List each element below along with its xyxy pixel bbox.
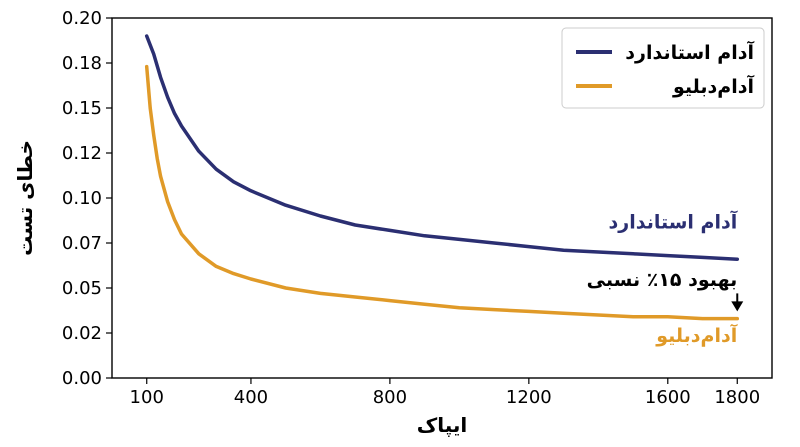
annotation-improvement: بهبود ۱۵٪ نسبی [587,269,738,291]
x-tick-label: 1600 [645,387,691,408]
y-tick-label: 0.20 [62,8,102,29]
legend-label-adamw: آدام‌دبلیو [672,74,754,98]
legend-box [561,27,765,109]
annotation-adamw: آدام‌دبلیو [655,323,737,347]
y-axis-title: خطای تست [13,140,37,256]
annotation-standard-adam: آدام استاندارد [609,210,738,234]
y-tick-label: 0.10 [62,188,102,209]
y-tick-label: 0.00 [62,368,102,389]
improvement-arrow-head-icon [731,301,744,312]
x-tick-label: 100 [130,387,164,408]
legend-label-standard-adam: آدام استاندارد [625,40,754,64]
legend: آدام استاندارد آدام‌دبلیو [561,27,765,109]
x-tick-label: 1200 [506,387,552,408]
annotations: آدام استاندارد بهبود ۱۵٪ نسبی آدام‌دبلیو [587,210,744,347]
y-tick-label: 0.02 [62,323,102,344]
y-tick-label: 0.12 [62,143,102,164]
y-tick-label: 0.05 [62,278,102,299]
series-line-adamw [144,64,740,321]
series-line-standard-adam [144,34,740,261]
y-tick-label: 0.15 [62,98,102,119]
y-tick-label: 0.18 [62,53,102,74]
x-tick-label: 800 [373,387,407,408]
y-axis-ticks: 0.00 0.02 0.05 0.07 0.10 0.12 0.15 0.18 0.20 [62,8,112,389]
x-axis-title: ایپاک [417,413,468,438]
x-tick-label: 400 [234,387,268,408]
y-tick-label: 0.07 [62,233,102,254]
x-tick-label: 1800 [714,387,760,408]
series-lines [144,34,740,321]
x-axis-ticks: 100 400 800 1200 1600 1800 [130,378,760,408]
